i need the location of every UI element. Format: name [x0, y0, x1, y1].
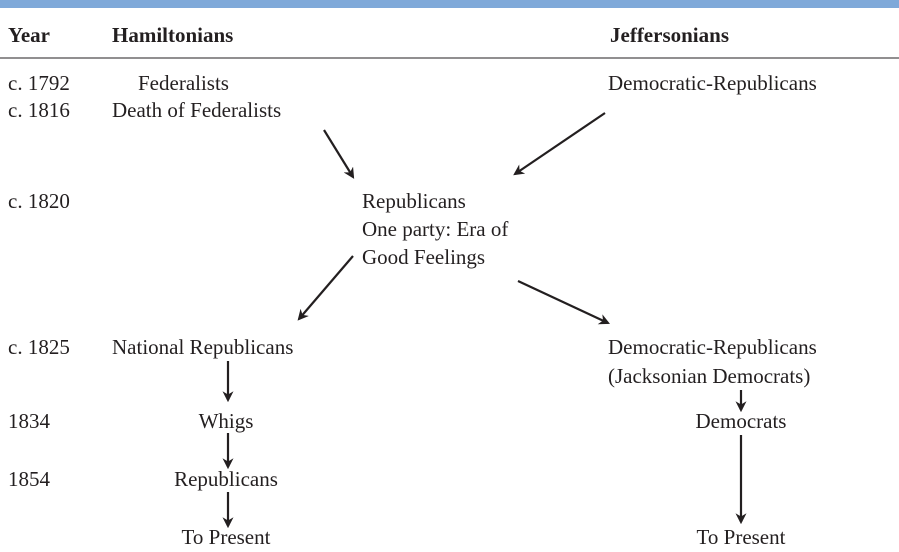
header-left: Hamiltonians — [112, 23, 233, 47]
year: c. 1792 — [8, 71, 70, 95]
arrow — [297, 255, 354, 321]
arrow — [513, 112, 606, 176]
node: Republicans — [362, 189, 466, 213]
node: Federalists — [138, 71, 229, 95]
node: Democrats — [696, 409, 787, 433]
node: Democratic-Republicans — [608, 71, 817, 95]
node: Good Feelings — [362, 245, 485, 269]
arrow — [323, 129, 355, 179]
node: Democratic-Republicans — [608, 335, 817, 359]
node: National Republicans — [112, 335, 293, 359]
node: To Present — [182, 525, 271, 549]
year: 1834 — [8, 409, 51, 433]
arrow — [517, 280, 610, 325]
header-right: Jeffersonians — [610, 23, 729, 47]
node: To Present — [697, 525, 786, 549]
year: 1854 — [8, 467, 51, 491]
node: Whigs — [199, 409, 254, 433]
node: Republicans — [174, 467, 278, 491]
top-bar — [0, 0, 899, 8]
node: Death of Federalists — [112, 98, 281, 122]
year: c. 1820 — [8, 189, 70, 213]
node: (Jacksonian Democrats) — [608, 364, 810, 388]
header-year: Year — [8, 23, 50, 47]
node: One party: Era of — [362, 217, 508, 241]
year: c. 1816 — [8, 98, 70, 122]
year: c. 1825 — [8, 335, 70, 359]
